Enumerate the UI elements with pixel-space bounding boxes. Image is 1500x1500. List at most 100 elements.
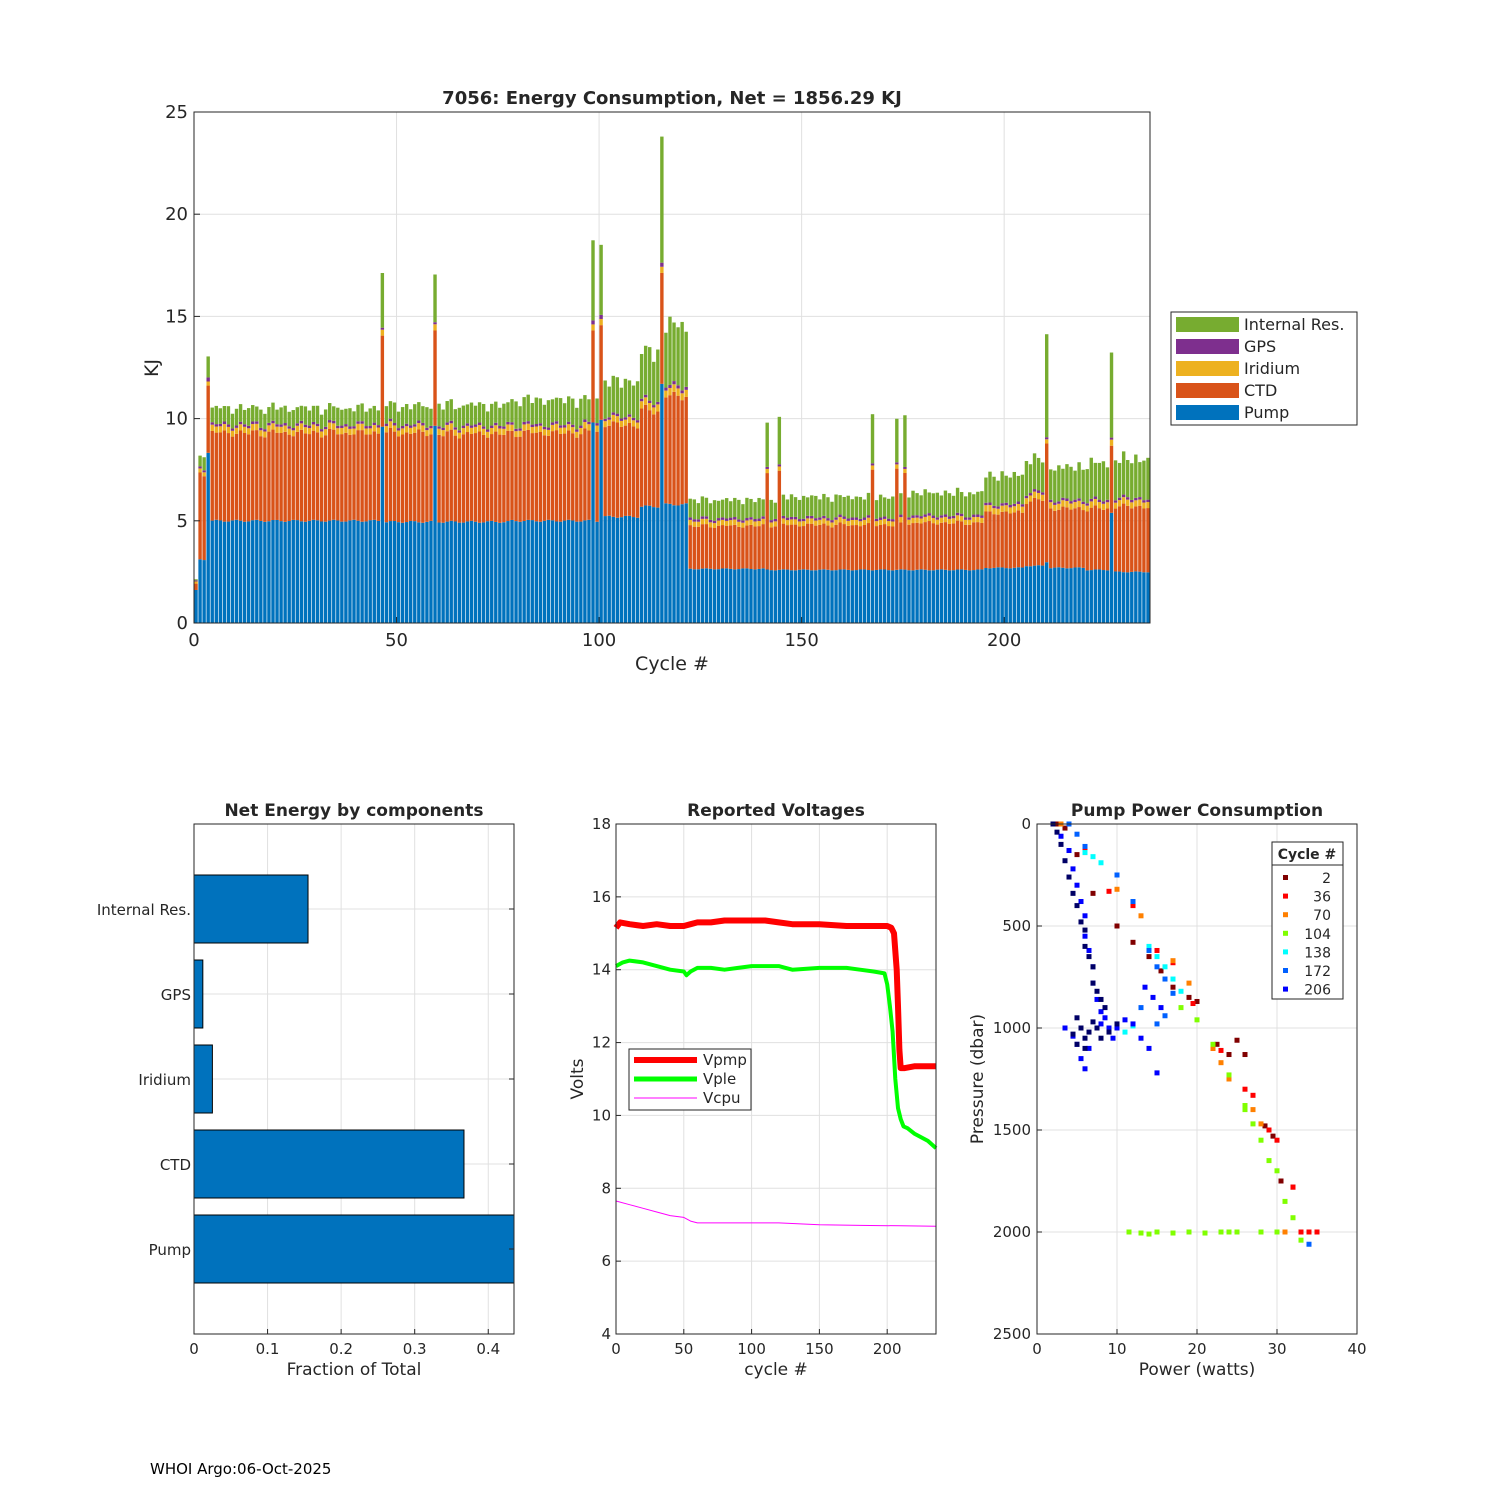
voltage-line-vcpu: [615, 1200, 937, 1227]
energy-bar-gps: [206, 377, 210, 382]
energy-bar-ctd: [542, 435, 547, 521]
pump-legend-marker: [1283, 875, 1288, 880]
pump-point: [1074, 903, 1080, 909]
energy-bar-iridium: [498, 428, 502, 435]
energy-bar-iridium: [830, 522, 834, 528]
energy-bar-pump: [1000, 567, 1004, 623]
energy-bar-iridium: [931, 518, 935, 524]
energy-bar-ctd: [769, 527, 773, 571]
energy-bar-iridium: [887, 521, 891, 527]
energy-bar-pump: [449, 520, 453, 623]
energy-bar-pump: [781, 569, 786, 623]
energy-bar-ctd: [680, 400, 684, 505]
fraction-tick-label-x: 0.4: [476, 1340, 500, 1358]
energy-bar-iridium: [1020, 506, 1025, 513]
energy-bar-internal: [409, 409, 413, 426]
energy-bar-internal: [615, 377, 620, 414]
energy-bar-iridium: [242, 426, 247, 434]
energy-bar-iridium: [814, 520, 818, 526]
energy-bar-pump: [858, 569, 863, 623]
energy-bar-gps: [275, 424, 279, 427]
energy-bar-pump: [850, 570, 854, 623]
energy-bar-ctd: [988, 511, 992, 569]
energy-bar-pump: [1012, 567, 1016, 623]
energy-bar-iridium: [801, 521, 806, 527]
pump-point: [1090, 964, 1096, 970]
energy-bar-internal: [441, 409, 445, 428]
energy-bar-ctd: [490, 434, 494, 521]
energy-bar-internal: [643, 345, 648, 395]
energy-bar-ctd: [777, 470, 782, 570]
energy-bar-internal: [194, 579, 198, 581]
energy-bar-pump: [1040, 565, 1045, 623]
voltage-tick-label-y: 18: [592, 815, 611, 833]
energy-bar-ctd: [214, 432, 218, 520]
energy-bar-pump: [712, 569, 717, 623]
pump-point: [1218, 1047, 1224, 1053]
energy-bar-gps: [522, 421, 526, 425]
energy-bar-ctd: [757, 526, 761, 569]
energy-bar-pump: [323, 521, 328, 623]
energy-bar-pump: [919, 569, 923, 623]
energy-bar-gps: [437, 426, 441, 429]
legend-swatch-ctd: [1176, 383, 1239, 398]
energy-bar-gps: [911, 515, 915, 518]
energy-bar-gps: [781, 515, 786, 519]
energy-bar-gps: [789, 516, 794, 520]
pump-point: [1178, 988, 1184, 994]
energy-bar-internal: [729, 501, 733, 518]
energy-bar-internal: [1061, 468, 1065, 498]
energy-bar-iridium: [295, 425, 299, 432]
energy-bar-ctd: [445, 431, 449, 522]
pump-point: [1098, 1021, 1104, 1027]
energy-bar-iridium: [222, 424, 227, 431]
energy-bar-pump: [429, 520, 433, 623]
energy-bar-pump: [425, 521, 429, 623]
energy-bar-gps: [907, 517, 911, 520]
energy-bar-gps: [234, 425, 239, 428]
energy-bar-iridium: [781, 518, 786, 524]
energy-bar-internal: [899, 493, 903, 515]
energy-bar-gps: [1040, 492, 1045, 495]
energy-bar-internal: [927, 492, 931, 514]
energy-bar-pump: [923, 569, 927, 623]
energy-bar-iridium: [834, 519, 838, 525]
energy-bar-internal: [745, 497, 749, 518]
legend-swatch-iridium: [1176, 361, 1239, 376]
pump-point: [1074, 1041, 1080, 1047]
energy-bar-ctd: [485, 437, 490, 522]
pump-point: [1070, 890, 1076, 896]
energy-bar-pump: [396, 522, 401, 623]
energy-bar-gps: [299, 420, 304, 424]
energy-bar-internal: [429, 408, 433, 426]
energy-bar-ctd: [1085, 511, 1089, 571]
energy-bar-ctd: [806, 523, 810, 570]
energy-bar-internal: [1057, 465, 1061, 502]
energy-bar-iridium: [1012, 506, 1016, 513]
energy-bar-iridium: [530, 427, 534, 434]
energy-bar-ctd: [648, 410, 652, 506]
energy-bar-pump: [1142, 572, 1146, 623]
energy-bar-ctd: [639, 408, 644, 507]
energy-bar-gps: [323, 426, 328, 430]
energy-bar-ctd: [870, 469, 875, 571]
energy-bar-pump: [352, 519, 356, 623]
energy-bar-pump: [635, 517, 640, 623]
energy-bar-iridium: [668, 388, 672, 396]
energy-bar-gps: [506, 421, 510, 425]
energy-bar-gps: [469, 425, 474, 428]
energy-bar-pump: [1138, 571, 1142, 623]
energy-bar-gps: [583, 419, 587, 423]
energy-bar-internal: [858, 496, 863, 519]
energy-bar-gps: [627, 414, 632, 417]
pump-point: [1298, 1229, 1304, 1235]
energy-bar-pump: [976, 569, 980, 623]
energy-bar-gps: [457, 430, 462, 433]
energy-bar-ctd: [1028, 501, 1033, 567]
voltage-tick-label-y: 6: [601, 1252, 611, 1270]
energy-bar-gps: [720, 517, 725, 520]
energy-bar-gps: [267, 422, 271, 426]
energy-bar-internal: [939, 495, 944, 516]
energy-bar-internal: [842, 496, 846, 517]
energy-bar-ctd: [708, 527, 713, 569]
